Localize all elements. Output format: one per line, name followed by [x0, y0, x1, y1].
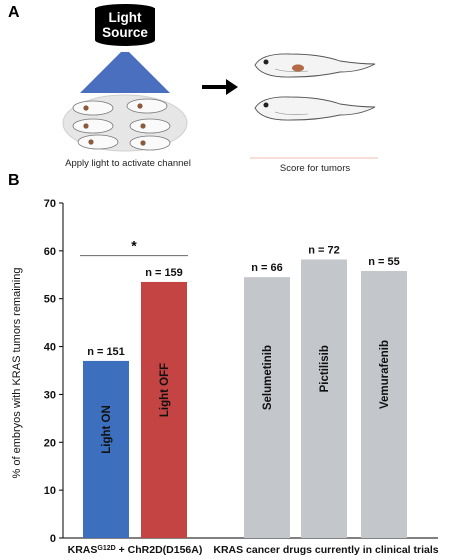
n-label: n = 55	[368, 256, 400, 268]
n-label: n = 159	[145, 267, 183, 279]
bar-category-label: Light ON	[101, 405, 113, 454]
bar-chart: % of embryos with KRAS tumors remaining …	[11, 198, 439, 556]
bar-category-label: Selumetinib	[262, 345, 274, 410]
arrow-right-icon	[202, 79, 238, 95]
score-tumors-caption: Score for tumors	[280, 163, 350, 174]
light-source-line1: Light	[109, 10, 142, 25]
light-source-line2: Source	[102, 25, 148, 40]
y-axis-label: % of embryos with KRAS tumors remaining	[11, 268, 23, 479]
bar-pictilisib	[301, 259, 347, 538]
light-source-icon: Light Source	[95, 4, 155, 46]
y-tick-label: 30	[44, 389, 56, 401]
group-label-kras-chr2d: KRASG12D + ChR2D(D156A)	[68, 544, 203, 556]
y-ticks: 0 10 20 30 40 50 60 70	[44, 198, 63, 545]
y-tick-label: 70	[44, 198, 56, 210]
n-label: n = 151	[87, 346, 125, 358]
bar-light-off	[141, 281, 187, 538]
embryo-dish-icon	[62, 94, 188, 152]
y-tick-label: 40	[44, 342, 56, 354]
bars: n = 151 Light ON n = 159 Light OFF n = 66 Sel…	[83, 244, 407, 538]
apply-light-caption: Apply light to activate channel	[65, 158, 191, 169]
y-tick-label: 20	[44, 437, 56, 449]
panel-b-label: B	[8, 172, 20, 189]
y-tick-label: 10	[44, 485, 56, 497]
bar-category-label: Vemurafenib	[379, 340, 391, 409]
bar-light-on	[83, 360, 129, 538]
y-tick-label: 0	[50, 533, 56, 545]
n-label: n = 72	[308, 244, 340, 256]
y-tick-label: 60	[44, 246, 56, 258]
panel-a-label: A	[8, 4, 20, 21]
n-label: n = 66	[251, 262, 283, 274]
group-label-drugs: KRAS cancer drugs currently in clinical …	[213, 544, 438, 556]
tadpole-icon-top	[254, 53, 376, 78]
y-tick-label: 50	[44, 294, 56, 306]
significance-marker: *	[80, 238, 188, 257]
light-beam-icon	[80, 52, 170, 93]
tadpole-icon-bottom	[254, 96, 376, 121]
bar-category-label: Pictilisib	[319, 345, 331, 392]
bar-vemurafenib	[361, 270, 407, 538]
significance-star: *	[131, 238, 137, 254]
bar-category-label: Light OFF	[159, 363, 171, 417]
group-labels: KRASG12D + ChR2D(D156A) KRAS cancer drugs…	[68, 544, 439, 556]
bar-selumetinib	[244, 277, 290, 538]
